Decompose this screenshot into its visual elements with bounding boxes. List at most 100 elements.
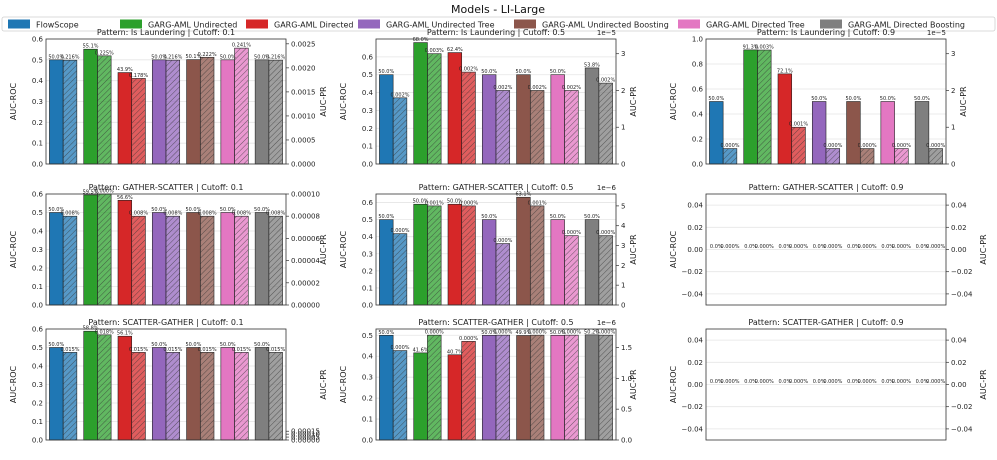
pr-data-label: 0.000% — [823, 379, 842, 385]
pr-data-label: 0.000% — [720, 143, 739, 149]
roc-bar — [220, 212, 235, 306]
legend-label: GARG-AML Directed Tree — [706, 21, 805, 30]
roc-bar — [186, 212, 201, 306]
roc-bar — [743, 49, 758, 165]
roc-data-label: 50.0% — [378, 330, 394, 336]
roc-data-label: 50.1% — [185, 54, 201, 60]
roc-data-label: 41.6% — [413, 347, 429, 353]
pr-bar-hatch — [496, 243, 510, 305]
y-tick-label: 0.4 — [32, 228, 44, 236]
pr-bar-hatch — [496, 335, 510, 440]
y-right-axis-label: AUC-PR — [629, 86, 638, 117]
y-right-axis-label: AUC-PR — [319, 234, 328, 265]
pr-bar-hatch — [166, 216, 180, 305]
y-right-tick-label: 1 — [621, 282, 625, 290]
pr-data-label: 0.225% — [95, 50, 114, 56]
plot-frame — [375, 193, 617, 306]
pr-data-label: 0.000% — [562, 330, 581, 336]
pr-data-label: 0.000% — [596, 230, 615, 236]
right-axis-offset: 1e−6 — [597, 184, 617, 192]
roc-bar — [413, 42, 428, 165]
roc-data-label: 50.0% — [708, 96, 724, 102]
y-tick-label: 0.4 — [32, 363, 44, 371]
legend-label: GARG-AML Undirected Tree — [386, 21, 495, 30]
y-right-tick-label: 1.0 — [621, 375, 632, 383]
y-tick-label: 0.6 — [362, 53, 374, 61]
pr-bar-hatch — [530, 205, 544, 305]
pr-bar-hatch — [530, 335, 544, 440]
roc-data-label: 62.4% — [447, 47, 463, 53]
y-tick-label: 0.4 — [362, 89, 374, 97]
pr-data-label: 0.000% — [493, 238, 512, 244]
legend-swatch — [678, 19, 700, 29]
panel-title: Pattern: GATHER-SCATTER | Cutoff: 0.9 — [749, 183, 904, 192]
y-right-tick-label: −0.04 — [951, 290, 973, 298]
y-tick-label: 0.6 — [32, 326, 44, 334]
y-right-axis-label: AUC-PR — [629, 234, 638, 265]
pr-bar-hatch — [131, 78, 146, 164]
pr-data-label: 0.008% — [232, 211, 251, 217]
y-axis-label: AUC-ROC — [9, 82, 18, 120]
roc-bar — [481, 219, 497, 306]
y-tick-label: 0.1 — [362, 416, 373, 424]
roc-data-label: 50.0% — [220, 54, 236, 60]
legend-swatch — [246, 19, 268, 29]
pr-data-label: 0.216% — [60, 55, 79, 61]
y-tick-label: 0.2 — [362, 395, 373, 403]
y-right-tick-label: 0.00002 — [291, 279, 320, 287]
roc-data-label: 50.0% — [481, 214, 497, 220]
y-tick-label: 0.02 — [687, 359, 703, 367]
pr-data-label: 0.000% — [755, 244, 774, 250]
roc-data-label: 55.1% — [83, 44, 99, 50]
y-right-tick-label: 2 — [621, 262, 625, 270]
roc-data-label: 72.1% — [777, 68, 793, 74]
y-right-tick-label: 0.5 — [621, 406, 632, 414]
y-right-axis-label: AUC-PR — [979, 234, 988, 265]
y-tick-label: 0.5 — [32, 56, 43, 64]
pr-data-label: 0.000% — [95, 189, 114, 195]
legend-swatch — [514, 19, 536, 29]
roc-data-label: 50.0% — [550, 69, 566, 75]
y-right-tick-label: 0.00005 — [291, 434, 320, 442]
pr-bar-hatch — [564, 235, 579, 305]
roc-bar — [186, 59, 201, 165]
pr-data-label: 0.000% — [892, 379, 911, 385]
legend-label: GARG-AML Directed Boosting — [848, 21, 965, 30]
roc-data-label: 50.0% — [151, 207, 167, 213]
roc-bar — [83, 330, 98, 441]
y-tick-label: 0.6 — [362, 199, 374, 207]
roc-data-label: 50.0% — [811, 96, 827, 102]
pr-bar-hatch — [234, 48, 249, 165]
y-tick-label: 0.4 — [692, 111, 704, 119]
roc-bar — [254, 347, 270, 441]
y-tick-label: 0.4 — [362, 233, 374, 241]
pr-bar-hatch — [393, 350, 407, 440]
legend-label: GARG-AML Directed — [274, 21, 353, 30]
pr-data-label: 0.000% — [562, 230, 581, 236]
roc-data-label: 49.9% — [515, 330, 531, 336]
y-tick-label: 0.3 — [32, 246, 43, 254]
y-right-tick-label: 2 — [621, 87, 625, 95]
roc-data-label: 50.0% — [481, 330, 497, 336]
y-tick-label: 0.0 — [32, 437, 43, 445]
panel-title: Pattern: GATHER-SCATTER | Cutoff: 0.1 — [89, 183, 244, 192]
roc-bar — [550, 334, 565, 441]
panel-title: Pattern: SCATTER-GATHER | Cutoff: 0.1 — [88, 318, 243, 327]
y-tick-label: 0.2 — [32, 119, 43, 127]
y-tick-label: 0.00 — [687, 381, 703, 389]
pr-data-label: 0.003% — [425, 48, 444, 54]
figure-title: Models - LI-Large — [451, 3, 545, 16]
pr-data-label: 0.000% — [528, 330, 547, 336]
roc-data-label: 40.7% — [447, 349, 463, 355]
roc-bar — [846, 101, 861, 165]
pr-data-label: 0.241% — [232, 43, 251, 49]
y-tick-label: 0.1 — [362, 143, 373, 151]
y-right-axis-label: AUC-PR — [319, 86, 328, 117]
y-tick-label: 0.2 — [362, 267, 373, 275]
panel: 0.00.10.20.30.40.50.6012350.0%0.002%68.0… — [339, 28, 638, 169]
roc-bar — [49, 212, 64, 306]
y-tick-label: −0.02 — [682, 268, 703, 276]
pr-bar-hatch — [200, 57, 214, 165]
pr-bar-hatch — [97, 334, 112, 440]
